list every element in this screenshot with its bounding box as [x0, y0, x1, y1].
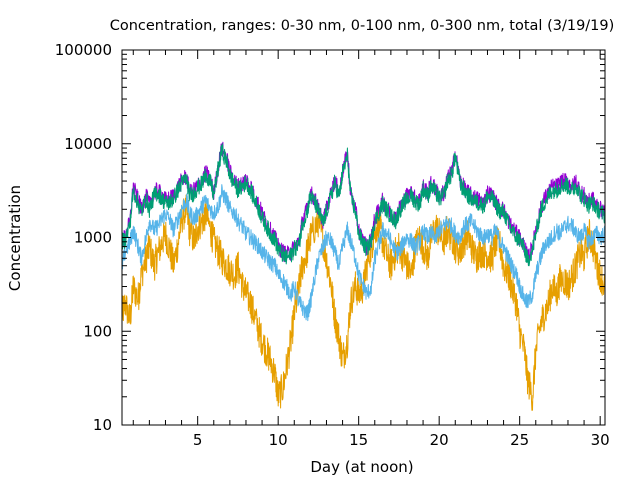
- x-tick-label: 20: [430, 431, 449, 449]
- series-line-1: [121, 194, 606, 411]
- x-tick-label: 30: [591, 431, 610, 449]
- y-tick-label: 10: [93, 416, 112, 434]
- plot-frame: [121, 49, 606, 426]
- series-line-2: [121, 184, 606, 322]
- x-tick-label: 15: [349, 431, 368, 449]
- y-tick-label: 10000: [64, 135, 112, 153]
- ticks-layer: 5 10 15 20 25 30 10 100 1000 10000 100000: [55, 41, 610, 449]
- series-layer: [121, 141, 606, 411]
- y-tick-label: 100: [83, 322, 112, 340]
- x-tick-label: 5: [193, 431, 203, 449]
- chart-title: Concentration, ranges: 0-30 nm, 0-100 nm…: [110, 18, 615, 34]
- y-tick-label: 100000: [55, 41, 112, 59]
- x-axis-label: Day (at noon): [310, 458, 413, 476]
- x-tick-label: 10: [269, 431, 288, 449]
- series-line-4: [121, 143, 606, 267]
- x-tick-label: 25: [510, 431, 529, 449]
- y-tick-label: 1000: [74, 229, 112, 247]
- y-axis-label: Concentration: [6, 185, 24, 291]
